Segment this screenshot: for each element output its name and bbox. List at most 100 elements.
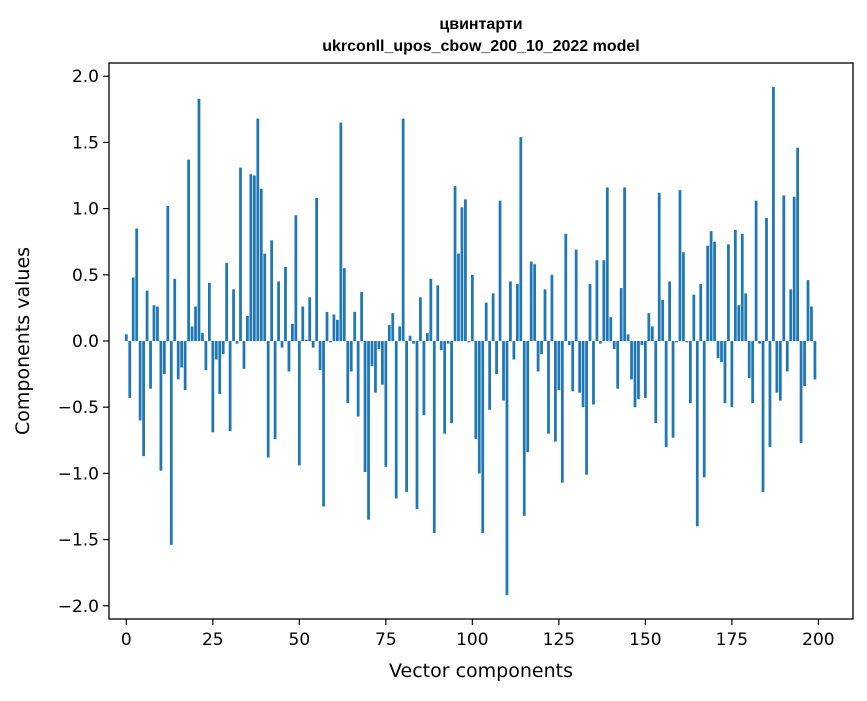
bar-174 bbox=[727, 244, 730, 341]
bar-160 bbox=[678, 190, 682, 341]
bar-185 bbox=[765, 217, 768, 341]
bar-54 bbox=[311, 341, 315, 348]
y-tick-label: 1.0 bbox=[72, 200, 99, 220]
bar-159 bbox=[675, 341, 678, 343]
bar-15 bbox=[176, 341, 180, 380]
bar-64 bbox=[346, 341, 350, 404]
bar-72 bbox=[374, 341, 377, 393]
y-tick-label: 1.5 bbox=[72, 133, 99, 153]
bar-169 bbox=[709, 231, 713, 341]
bar-104 bbox=[484, 302, 488, 341]
bar-51 bbox=[301, 306, 305, 341]
bar-80 bbox=[401, 118, 405, 341]
bar-27 bbox=[218, 341, 222, 394]
bar-45 bbox=[280, 341, 284, 348]
bar-106 bbox=[491, 293, 495, 341]
bar-156 bbox=[664, 341, 668, 447]
bar-82 bbox=[408, 335, 412, 341]
bar-101 bbox=[474, 341, 478, 439]
bar-198 bbox=[810, 306, 813, 341]
x-tick-label: 50 bbox=[289, 630, 311, 650]
bar-68 bbox=[360, 292, 363, 341]
bar-39 bbox=[259, 188, 263, 341]
bar-126 bbox=[560, 341, 564, 483]
bar-102 bbox=[477, 341, 481, 474]
bar-91 bbox=[439, 341, 443, 351]
bar-11 bbox=[162, 341, 166, 375]
bar-197 bbox=[806, 280, 810, 341]
bar-5 bbox=[142, 341, 145, 457]
x-tick-label: 0 bbox=[121, 630, 132, 650]
bar-33 bbox=[239, 167, 242, 341]
bar-28 bbox=[221, 341, 225, 355]
bar-2 bbox=[131, 277, 135, 341]
bar-136 bbox=[595, 260, 599, 341]
bar-187 bbox=[772, 86, 775, 341]
bar-199 bbox=[813, 341, 817, 380]
bar-170 bbox=[713, 241, 716, 341]
bar-81 bbox=[405, 341, 408, 492]
chart-title: цвинтарти bbox=[439, 16, 522, 33]
bar-13 bbox=[169, 341, 173, 545]
bar-165 bbox=[695, 341, 699, 527]
bar-65 bbox=[349, 341, 353, 372]
bar-182 bbox=[754, 200, 758, 341]
y-tick-label: 0.0 bbox=[72, 332, 99, 352]
bar-117 bbox=[529, 261, 533, 341]
bar-49 bbox=[294, 215, 298, 341]
bar-86 bbox=[422, 341, 426, 416]
bar-12 bbox=[166, 205, 170, 341]
bar-50 bbox=[297, 341, 301, 466]
bar-92 bbox=[443, 341, 447, 434]
bar-4 bbox=[138, 341, 142, 421]
bar-167 bbox=[702, 341, 706, 478]
bar-152 bbox=[650, 326, 654, 341]
bar-134 bbox=[588, 284, 592, 341]
y-tick-label: 2.0 bbox=[72, 67, 99, 87]
bar-40 bbox=[263, 253, 267, 341]
bar-96 bbox=[457, 253, 460, 341]
bar-61 bbox=[336, 319, 339, 341]
bar-62 bbox=[339, 122, 343, 341]
bar-110 bbox=[505, 341, 509, 596]
bar-166 bbox=[699, 284, 703, 341]
bar-41 bbox=[266, 341, 270, 458]
bar-56 bbox=[318, 341, 322, 371]
bar-135 bbox=[592, 341, 595, 405]
bar-153 bbox=[654, 341, 658, 424]
bar-16 bbox=[180, 341, 184, 368]
y-axis-label: Components values bbox=[12, 247, 34, 435]
bar-73 bbox=[377, 341, 381, 349]
bar-70 bbox=[367, 341, 370, 520]
bar-87 bbox=[425, 333, 429, 341]
bar-188 bbox=[775, 341, 779, 393]
bar-128 bbox=[567, 341, 571, 345]
bar-177 bbox=[737, 305, 741, 341]
bar-105 bbox=[488, 341, 492, 410]
bar-157 bbox=[668, 281, 671, 341]
bar-85 bbox=[419, 297, 422, 341]
bar-26 bbox=[214, 341, 218, 360]
bar-129 bbox=[571, 341, 575, 392]
bar-145 bbox=[626, 334, 630, 341]
y-tick-label: 0.5 bbox=[72, 266, 99, 286]
bar-103 bbox=[481, 341, 485, 533]
bar-107 bbox=[495, 341, 498, 375]
bar-108 bbox=[498, 200, 502, 341]
bar-98 bbox=[464, 199, 467, 341]
bar-6 bbox=[145, 290, 149, 341]
bar-139 bbox=[605, 187, 609, 341]
bar-121 bbox=[543, 289, 547, 341]
bar-57 bbox=[322, 341, 325, 507]
bar-60 bbox=[332, 314, 336, 341]
bar-42 bbox=[270, 240, 274, 341]
bar-138 bbox=[602, 260, 606, 341]
chart-subtitle: ukrconll_upos_cbow_200_10_2022 model bbox=[322, 38, 639, 55]
bar-38 bbox=[256, 118, 260, 341]
bar-180 bbox=[747, 341, 751, 379]
bar-1 bbox=[128, 341, 132, 398]
bar-148 bbox=[637, 341, 640, 400]
bar-122 bbox=[547, 341, 550, 434]
bar-130 bbox=[574, 249, 578, 341]
bar-186 bbox=[768, 341, 772, 447]
